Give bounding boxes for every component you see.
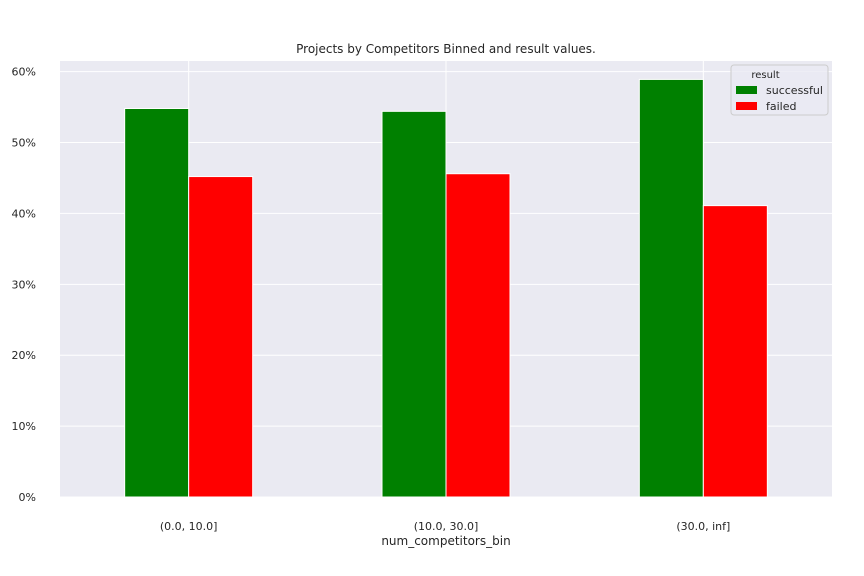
y-tick-label: 40% bbox=[12, 207, 36, 220]
legend: result successful failed bbox=[730, 64, 829, 116]
bar-failed bbox=[702, 205, 768, 498]
x-axis-label: num_competitors_bin bbox=[381, 534, 510, 548]
bar-successful bbox=[124, 107, 190, 498]
x-axis-ticks: (0.0, 10.0] (10.0, 30.0] (30.0, inf] bbox=[160, 520, 730, 533]
y-tick-label: 20% bbox=[12, 349, 36, 362]
legend-title: result bbox=[751, 70, 779, 81]
bar-failed bbox=[188, 176, 254, 498]
x-tick-label: (10.0, 30.0] bbox=[414, 520, 479, 533]
y-tick-label: 60% bbox=[12, 66, 36, 79]
x-tick-label: (30.0, inf] bbox=[676, 520, 730, 533]
legend-swatch-successful bbox=[736, 86, 757, 94]
bar-failed bbox=[445, 173, 511, 498]
legend-label-failed: failed bbox=[766, 100, 796, 113]
bars bbox=[124, 78, 768, 498]
y-tick-label: 30% bbox=[12, 278, 36, 291]
chart-title: Projects by Competitors Binned and resul… bbox=[296, 42, 596, 56]
legend-swatch-failed bbox=[736, 102, 757, 110]
y-axis-ticks: 0% 10% 20% 30% 40% 50% 60% bbox=[12, 66, 36, 504]
legend-label-successful: successful bbox=[766, 84, 823, 97]
y-tick-label: 0% bbox=[19, 491, 36, 504]
y-tick-label: 10% bbox=[12, 420, 36, 433]
bar-successful bbox=[381, 110, 447, 498]
bar-successful bbox=[638, 78, 704, 498]
x-tick-label: (0.0, 10.0] bbox=[160, 520, 218, 533]
y-tick-label: 50% bbox=[12, 137, 36, 150]
